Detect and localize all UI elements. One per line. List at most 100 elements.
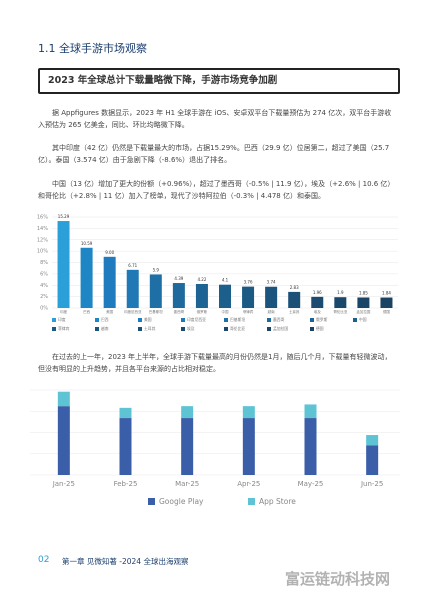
bar-segment	[304, 418, 317, 475]
page-number: 02	[38, 555, 50, 565]
bar	[311, 296, 324, 308]
bar-segment	[242, 406, 255, 419]
bar	[334, 297, 347, 308]
bar-segment	[304, 404, 317, 419]
y-tick-label: 10%	[37, 249, 48, 255]
legend-swatch	[310, 327, 314, 331]
legend-label: 孟加拉国	[273, 326, 288, 331]
legend-swatch	[52, 327, 56, 331]
x-tick-label: Apr-25	[237, 480, 260, 488]
x-tick-label: 印度尼西亚	[124, 309, 142, 314]
legend-swatch	[248, 498, 255, 505]
bar-segment	[181, 418, 194, 475]
x-tick-label: 巴西	[83, 310, 90, 314]
legend-swatch	[224, 327, 228, 331]
value-label: 15.29	[58, 214, 70, 219]
legend-label: 巴基斯坦	[230, 317, 245, 322]
x-tick-label: Feb-25	[114, 480, 138, 488]
bar	[288, 291, 301, 308]
x-tick-label: Jun-25	[360, 480, 383, 488]
y-tick-label: 14%	[37, 226, 48, 232]
legend-swatch	[267, 327, 271, 331]
paragraph: 据 Appfigures 数据显示，2023 年 H1 全球手游在 iOS、安卓…	[38, 109, 392, 129]
x-tick-label: Mar-25	[175, 480, 199, 488]
legend-swatch	[224, 318, 228, 322]
value-label: 9.00	[105, 250, 114, 255]
monthly-chart: Jan-25 Feb-25 Mar-25 Apr-25 May-25 Jun-25 Goog…	[30, 389, 400, 506]
legend-label: 越南	[101, 326, 109, 331]
value-label: 1.85	[359, 290, 368, 295]
bar	[103, 256, 116, 308]
x-tick-label: 印度	[60, 309, 67, 314]
chapter: 第一章 见微知著 -2024 全球出海观察	[62, 557, 189, 566]
value-label: 4.1	[222, 278, 229, 283]
x-tick-label: 孟加拉国	[356, 309, 370, 314]
legend-swatch	[181, 327, 185, 331]
y-tick-label: 8%	[40, 260, 48, 266]
bar-segment	[119, 407, 132, 419]
legend-swatch	[267, 318, 271, 322]
paragraph: 在过去的上一年，2023 年上半年，全球手游下载量最高的月份仍然是1月，随后几个…	[38, 353, 392, 373]
bar	[219, 284, 231, 308]
bar	[195, 283, 208, 308]
y-tick-label: 12%	[37, 237, 48, 243]
x-tick-label: 中国	[222, 309, 229, 314]
legend-label: 哥伦比亚	[230, 326, 245, 331]
x-tick-label: 墨西哥	[174, 309, 185, 314]
y-tick-label: 16%	[37, 215, 48, 221]
legend-swatch	[353, 318, 357, 322]
bar-segment	[181, 406, 194, 419]
value-label: 4.22	[197, 277, 206, 282]
value-label: 5.9	[153, 267, 160, 272]
value-label: 1.9	[337, 290, 344, 295]
box-title: 2023 年全球总计下载量略微下降，手游市场竞争加剧	[38, 68, 400, 94]
x-tick-label: Jan-25	[52, 480, 75, 488]
legend-label: 巴西	[101, 317, 109, 322]
bar-segment	[366, 445, 379, 475]
legend-swatch	[181, 318, 185, 322]
y-tick-label: 6%	[40, 271, 48, 277]
bar-segment	[57, 406, 70, 475]
paragraph: 中国（13 亿）增加了更大的份额（+0.96%），超过了墨西哥（-0.5% | …	[38, 180, 395, 200]
legend-swatch	[95, 318, 99, 322]
legend-label: 印度尼西亚	[187, 317, 206, 322]
value-label: 3.74	[267, 280, 276, 285]
share-chart: 0%2%4%6%8%10%12%14%16% 15.29印度印度10.59巴西巴西…	[37, 214, 398, 331]
watermark: 富运链动科技网	[285, 570, 391, 588]
legend-swatch	[310, 318, 314, 322]
bar-segment	[119, 418, 132, 475]
value-label: 1.84	[382, 291, 391, 296]
legend-label: App Store	[259, 497, 296, 506]
value-label: 4.39	[174, 276, 183, 281]
bar	[126, 269, 139, 308]
bar	[149, 274, 162, 308]
bar	[265, 286, 278, 308]
x-tick-label: 美国	[106, 309, 113, 314]
value-label: 6.71	[128, 263, 137, 268]
section-title: 1.1 全球手游市场观察	[38, 42, 147, 55]
x-tick-label: 哥伦比亚	[333, 309, 347, 314]
bar	[357, 297, 370, 308]
legend-label: 俄罗斯	[316, 317, 328, 322]
x-tick-label: 俄罗斯	[197, 309, 208, 314]
legend-label: 中国	[359, 317, 367, 322]
bar	[57, 221, 70, 308]
paragraph: 其中印度（42 亿）仍然是下载量最大的市场，占据15.29%。巴西（29.9 亿…	[38, 144, 390, 164]
bar	[380, 297, 393, 308]
y-tick-label: 2%	[40, 294, 48, 300]
x-tick-label: 土耳其	[289, 309, 300, 314]
x-tick-label: 巴基斯坦	[149, 309, 163, 314]
x-tick-label: 埃及	[314, 309, 322, 314]
value-label: 10.59	[81, 241, 93, 246]
legend-label: 土耳其	[144, 326, 156, 331]
legend-swatch	[138, 327, 142, 331]
x-tick-label: 菲律宾	[243, 309, 254, 314]
bar-segment	[242, 418, 255, 475]
legend-label: 菲律宾	[58, 326, 70, 331]
bar-segment	[366, 435, 379, 446]
legend-label: 墨西哥	[273, 317, 285, 322]
legend-swatch	[95, 327, 99, 331]
legend-label: 美国	[144, 317, 152, 322]
value-label: 3.76	[244, 280, 253, 285]
